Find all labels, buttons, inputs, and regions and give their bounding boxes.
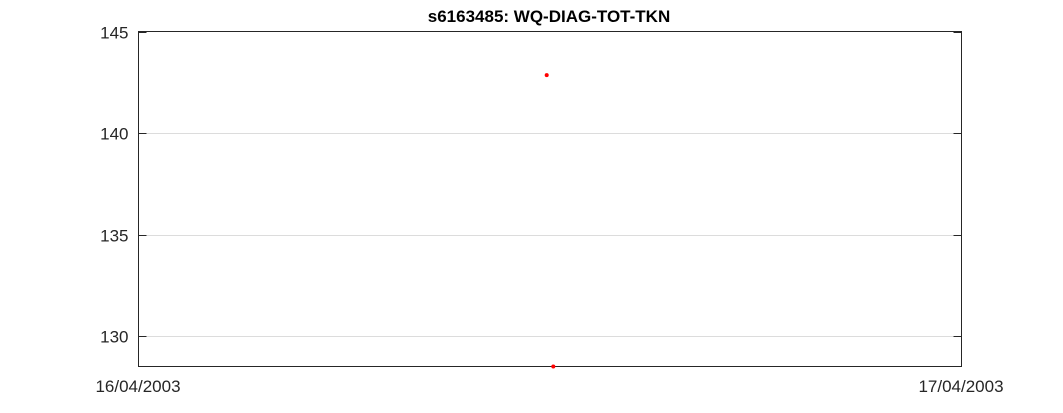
chart-title: s6163485: WQ-DIAG-TOT-TKN [428, 7, 670, 26]
y-tick-label: 135 [100, 227, 128, 246]
y-tick-label: 140 [100, 125, 128, 144]
x-tick-label-end: 17/04/2003 [918, 377, 1003, 396]
grid-layer [138, 133, 962, 337]
point-layer [544, 73, 556, 369]
plot-area [138, 31, 962, 367]
data-point [544, 73, 549, 78]
tick-layer: 130 135 140 145 [100, 24, 962, 347]
y-tick-label: 145 [100, 24, 128, 43]
y-tick-label: 130 [100, 328, 128, 347]
data-point [551, 364, 556, 369]
x-tick-label-start: 16/04/2003 [95, 377, 180, 396]
